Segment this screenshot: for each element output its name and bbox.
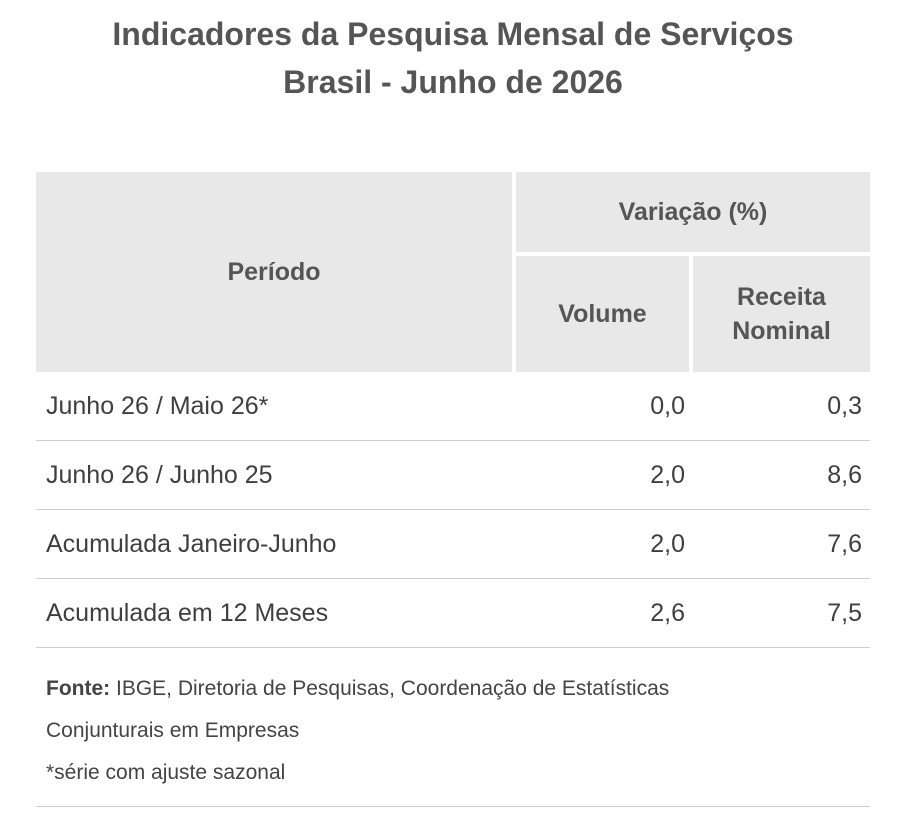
- cell-volume: 2,6: [516, 579, 693, 648]
- cell-periodo: Junho 26 / Maio 26*: [36, 372, 516, 441]
- cell-periodo: Junho 26 / Junho 25: [36, 441, 516, 510]
- header-receita-line2: Nominal: [732, 317, 831, 345]
- header-receita-nominal: Receita Nominal: [693, 256, 870, 372]
- source-note: Fonte: IBGE, Diretoria de Pesquisas, Coo…: [46, 668, 866, 710]
- cell-receita: 0,3: [693, 372, 870, 441]
- cell-volume: 2,0: [516, 510, 693, 579]
- indicators-table: Período Variação (%) Volume Receita Nomi…: [36, 172, 870, 648]
- header-volume: Volume: [516, 256, 693, 372]
- table-row: Acumulada Janeiro-Junho 2,0 7,6: [36, 510, 870, 579]
- cell-receita: 7,5: [693, 579, 870, 648]
- table-header: Período Variação (%) Volume Receita Nomi…: [36, 172, 870, 372]
- source-label: Fonte:: [46, 677, 111, 700]
- bottom-divider: [36, 806, 870, 807]
- table-notes: Fonte: IBGE, Diretoria de Pesquisas, Coo…: [46, 668, 866, 794]
- cell-periodo: Acumulada Janeiro-Junho: [36, 510, 516, 579]
- title-line-2: Brasil - Junho de 2026: [283, 64, 623, 100]
- page-title: Indicadores da Pesquisa Mensal de Serviç…: [0, 10, 906, 106]
- table-row: Acumulada em 12 Meses 2,6 7,5: [36, 579, 870, 648]
- cell-periodo: Acumulada em 12 Meses: [36, 579, 516, 648]
- table-row: Junho 26 / Junho 25 2,0 8,6: [36, 441, 870, 510]
- cell-receita: 8,6: [693, 441, 870, 510]
- cell-receita: 7,6: [693, 510, 870, 579]
- source-text: IBGE, Diretoria de Pesquisas, Coordenaçã…: [116, 677, 670, 700]
- header-row-2: Volume Receita Nominal: [36, 256, 870, 372]
- table-body: Junho 26 / Maio 26* 0,0 0,3 Junho 26 / J…: [36, 372, 870, 648]
- cell-volume: 0,0: [516, 372, 693, 441]
- header-row-1: Período Variação (%): [36, 172, 870, 372]
- footnote: *série com ajuste sazonal: [46, 761, 286, 784]
- table-row: Junho 26 / Maio 26* 0,0 0,3: [36, 372, 870, 441]
- cell-volume: 2,0: [516, 441, 693, 510]
- source-text-line2: Conjunturais em Empresas: [46, 719, 300, 742]
- header-periodo: Período: [36, 172, 516, 372]
- header-receita-line1: Receita: [737, 283, 826, 311]
- title-line-1: Indicadores da Pesquisa Mensal de Serviç…: [112, 16, 794, 52]
- indicators-table-container: Período Variação (%) Volume Receita Nomi…: [36, 172, 870, 648]
- header-variacao: Variação (%): [516, 172, 870, 256]
